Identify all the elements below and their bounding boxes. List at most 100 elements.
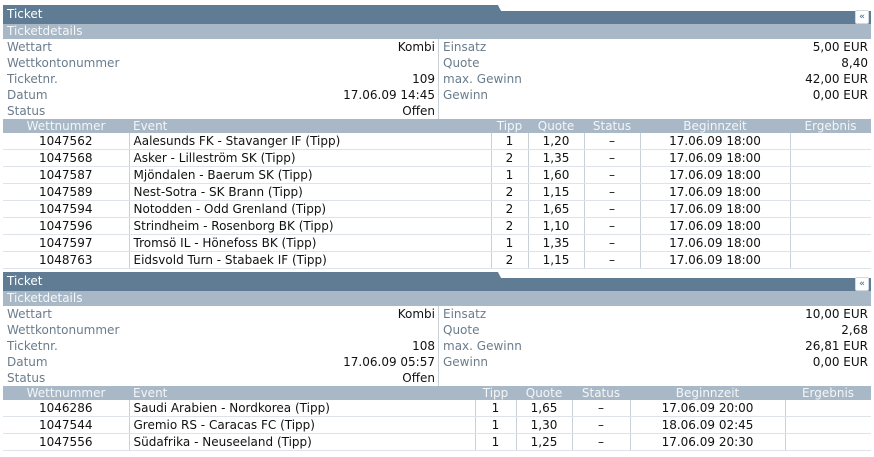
tipp-cell: 1 (491, 133, 529, 150)
status-cell: – (584, 234, 641, 252)
status-cell: – (572, 416, 631, 434)
ticket-panel-1: Ticket « Ticketdetails Wettart Kombi Wett… (3, 5, 871, 269)
col-header: Event (129, 119, 491, 133)
wettnummer-cell: 1047597 (3, 234, 130, 252)
quote-cell: 1,65 (516, 400, 573, 417)
bet-row: 1047544 Gremio RS - Caracas FC (Tipp) 1 1,3… (3, 416, 871, 434)
event-cell: Nest-Sotra - SK Brann (Tipp) (129, 183, 492, 201)
wettnummer-cell: 1047587 (3, 166, 130, 184)
detail-value: 42,00 EUR (805, 72, 868, 86)
wettnummer-cell: 1047556 (3, 433, 130, 451)
ergebnis-cell (790, 149, 871, 167)
beginnzeit-cell: 17.06.09 20:30 (630, 433, 786, 451)
event-cell: Mjöndalen - Baerum SK (Tipp) (129, 166, 492, 184)
tipp-cell: 2 (491, 200, 529, 218)
bet-row: 1046286 Saudi Arabien - Nordkorea (Tipp) 1… (3, 400, 871, 417)
detail-value: 8,40 (841, 56, 868, 70)
detail-label: Status (7, 104, 46, 118)
detail-label: max. Gewinn (443, 72, 522, 86)
detail-label: Datum (7, 88, 48, 102)
ticket-panel-2: Ticket « Ticketdetails Wettart Kombi Wett… (3, 272, 871, 451)
detail-label: Gewinn (443, 355, 489, 369)
event-cell: Tromsö IL - Hönefoss BK (Tipp) (129, 234, 492, 252)
status-cell: – (584, 217, 641, 235)
ergebnis-cell (785, 433, 871, 451)
tipp-cell: 2 (491, 183, 529, 201)
event-cell: Saudi Arabien - Nordkorea (Tipp) (129, 400, 476, 417)
ticketdetails-header: Ticketdetails (3, 291, 871, 306)
ergebnis-cell (785, 416, 871, 434)
collapse-icon[interactable]: « (855, 10, 869, 24)
col-header: Status (584, 119, 640, 133)
detail-label: Wettkontonummer (7, 56, 120, 70)
detail-label: Ticketnr. (7, 339, 58, 353)
wettnummer-cell: 1047544 (3, 416, 130, 434)
bet-row: 1047596 Strindheim - Rosenborg BK (Tipp) 2… (3, 217, 871, 235)
beginnzeit-cell: 17.06.09 18:00 (640, 183, 791, 201)
col-header: Beginnzeit (640, 119, 790, 133)
ergebnis-cell (790, 166, 871, 184)
collapse-icon[interactable]: « (855, 277, 869, 291)
detail-label: Ticketnr. (7, 72, 58, 86)
beginnzeit-cell: 18.06.09 02:45 (630, 416, 786, 434)
detail-value: 17.06.09 14:45 (343, 88, 435, 102)
ticket-title: Ticket (7, 274, 43, 288)
quote-cell: 1,60 (528, 166, 585, 184)
wettnummer-cell: 1046286 (3, 400, 130, 417)
ticketdetails-header: Ticketdetails (3, 24, 871, 39)
event-cell: Asker - Lilleström SK (Tipp) (129, 149, 492, 167)
col-header: Ergebnis (785, 386, 871, 400)
wettnummer-cell: 1048763 (3, 251, 130, 269)
status-cell: – (572, 400, 631, 417)
col-header: Event (129, 386, 475, 400)
tipp-cell: 1 (491, 166, 529, 184)
col-header: Quote (516, 386, 572, 400)
bets-table: Wettnummer Event Tipp Quote Status Begin… (3, 119, 871, 269)
detail-value: 5,00 EUR (812, 40, 868, 54)
status-cell: – (584, 251, 641, 269)
ticket-header: Ticket « (3, 272, 871, 291)
bet-row: 1047562 Aalesunds FK - Stavanger IF (Tipp… (3, 133, 871, 150)
detail-label: Einsatz (443, 307, 487, 321)
ergebnis-cell (790, 200, 871, 218)
col-header: Wettnummer (3, 119, 129, 133)
bet-row: 1047589 Nest-Sotra - SK Brann (Tipp) 2 1,15… (3, 183, 871, 201)
detail-value: Offen (402, 104, 435, 118)
bet-row: 1047556 Südafrika - Neuseeland (Tipp) 1 1,2… (3, 433, 871, 451)
detail-label: Datum (7, 355, 48, 369)
event-cell: Südafrika - Neuseeland (Tipp) (129, 433, 476, 451)
ergebnis-cell (790, 183, 871, 201)
status-cell: – (584, 166, 641, 184)
detail-value: 10,00 EUR (805, 307, 868, 321)
detail-value: 17.06.09 05:57 (343, 355, 435, 369)
detail-label: Wettkontonummer (7, 323, 120, 337)
col-header: Wettnummer (3, 386, 129, 400)
bet-row: 1047568 Asker - Lilleström SK (Tipp) 2 1,35… (3, 149, 871, 167)
detail-label: Einsatz (443, 40, 487, 54)
detail-label: Wettart (7, 307, 52, 321)
ticket-title: Ticket (7, 7, 43, 21)
col-header: Tipp (475, 386, 516, 400)
col-header: Ergebnis (790, 119, 871, 133)
col-header: Tipp (491, 119, 528, 133)
bets-table: Wettnummer Event Tipp Quote Status Begin… (3, 386, 871, 451)
wettnummer-cell: 1047568 (3, 149, 130, 167)
beginnzeit-cell: 17.06.09 18:00 (640, 234, 791, 252)
tipp-cell: 1 (475, 416, 517, 434)
beginnzeit-cell: 17.06.09 18:00 (640, 149, 791, 167)
col-header: Quote (528, 119, 584, 133)
beginnzeit-cell: 17.06.09 20:00 (630, 400, 786, 417)
ergebnis-cell (790, 217, 871, 235)
event-cell: Eidsvold Turn - Stabaek IF (Tipp) (129, 251, 492, 269)
tipp-cell: 1 (475, 400, 517, 417)
ergebnis-cell (785, 400, 871, 417)
wettnummer-cell: 1047589 (3, 183, 130, 201)
event-cell: Aalesunds FK - Stavanger IF (Tipp) (129, 133, 492, 150)
detail-value: 26,81 EUR (805, 339, 868, 353)
ticket-details: Wettart Kombi Wettkontonummer Ticketnr. 10… (3, 39, 871, 119)
tipp-cell: 1 (491, 234, 529, 252)
ticket-header: Ticket « (3, 5, 871, 24)
tipp-cell: 1 (475, 433, 517, 451)
ergebnis-cell (790, 133, 871, 150)
status-cell: – (584, 183, 641, 201)
